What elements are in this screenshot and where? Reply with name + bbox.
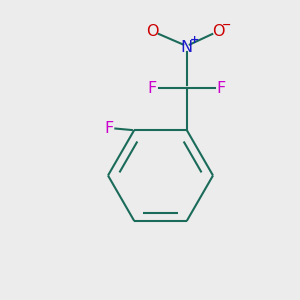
Text: +: + bbox=[190, 35, 199, 45]
Text: −: − bbox=[222, 20, 231, 29]
Text: O: O bbox=[146, 23, 158, 38]
Text: F: F bbox=[217, 80, 226, 95]
Text: F: F bbox=[148, 80, 157, 95]
Text: N: N bbox=[181, 40, 193, 55]
Text: O: O bbox=[212, 23, 224, 38]
Text: F: F bbox=[104, 121, 113, 136]
